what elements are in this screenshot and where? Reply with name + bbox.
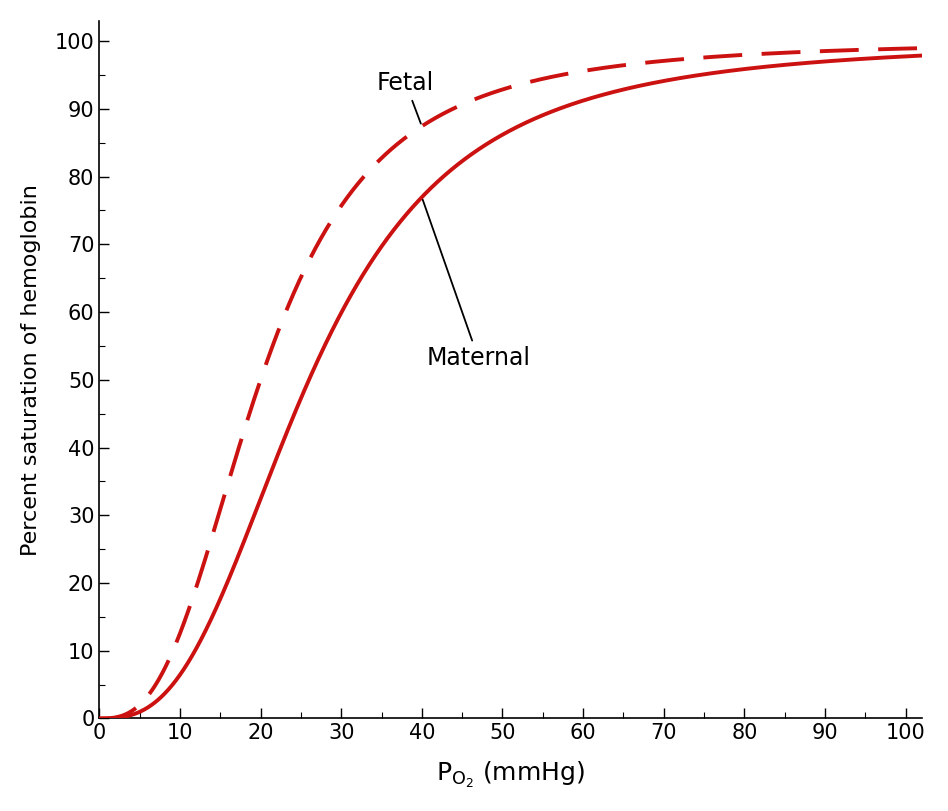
X-axis label: $\mathregular{P_{O_2}}$ (mmHg): $\mathregular{P_{O_2}}$ (mmHg) [436, 760, 585, 790]
Text: Maternal: Maternal [423, 200, 530, 370]
Y-axis label: Percent saturation of hemoglobin: Percent saturation of hemoglobin [21, 184, 41, 556]
Text: Fetal: Fetal [377, 71, 434, 123]
